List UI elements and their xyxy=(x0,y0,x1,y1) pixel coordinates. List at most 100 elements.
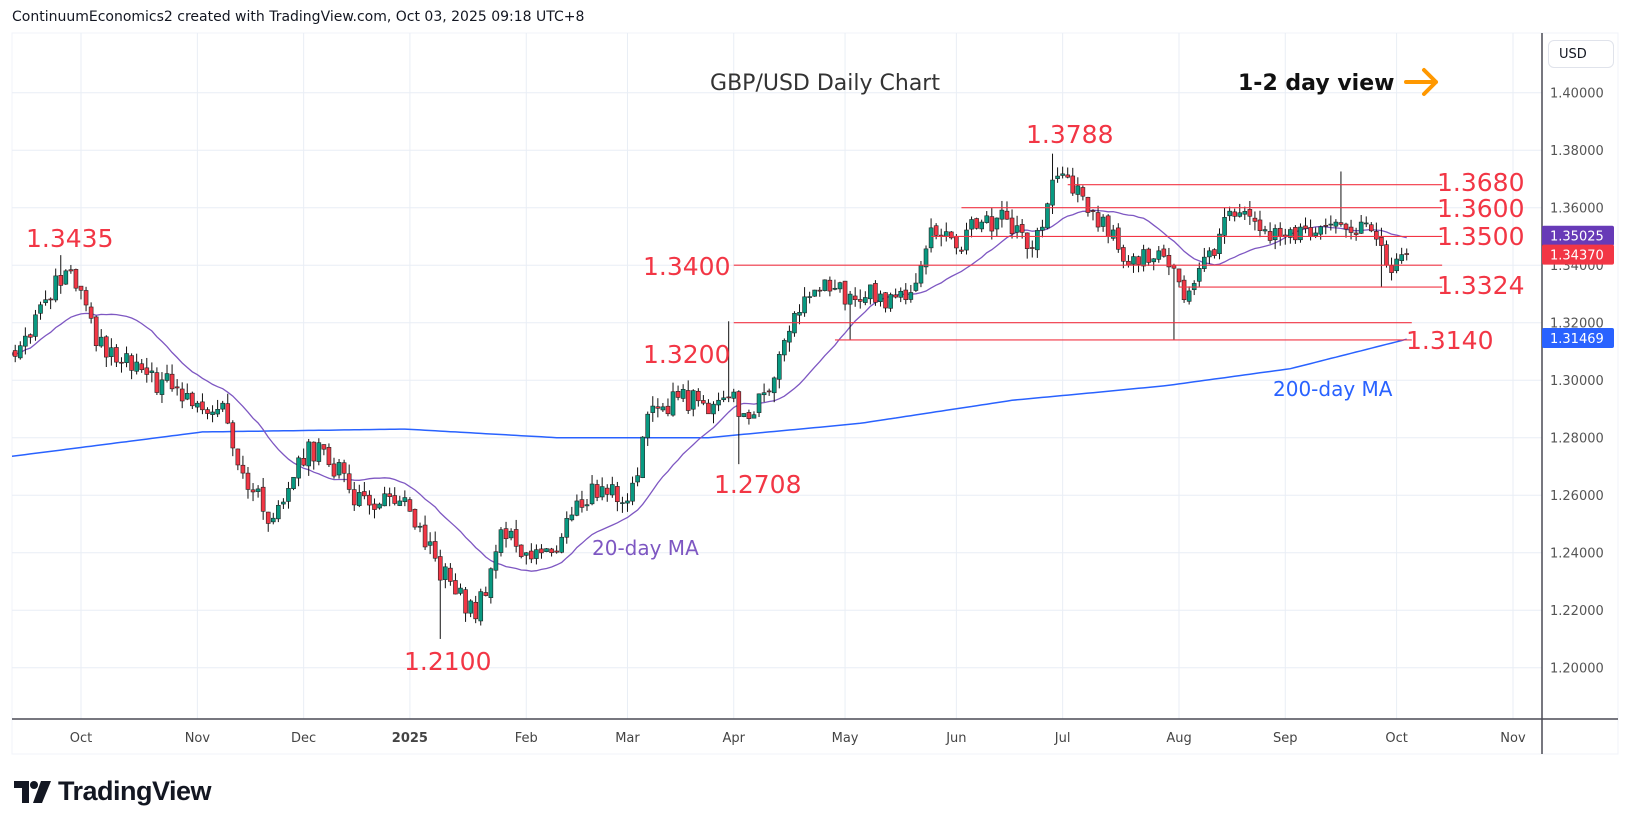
price-badge-bg xyxy=(1542,244,1614,265)
x-tick-label: Aug xyxy=(1166,731,1191,746)
candle-body xyxy=(857,299,863,302)
candle-body xyxy=(412,508,418,528)
candle-body xyxy=(655,406,661,409)
candle-body xyxy=(969,219,974,230)
candle-body xyxy=(270,517,276,523)
candle xyxy=(169,364,175,392)
candle xyxy=(549,547,554,557)
candle xyxy=(964,222,969,255)
candle-body xyxy=(670,391,676,416)
candle xyxy=(240,455,246,479)
candle-body xyxy=(1151,258,1157,263)
candle xyxy=(959,246,964,254)
candle xyxy=(645,411,651,446)
candle-body xyxy=(1060,173,1065,176)
candle-body xyxy=(0,355,2,359)
candle-body xyxy=(1298,226,1303,241)
candle xyxy=(58,255,64,294)
candle-body xyxy=(943,231,949,237)
candle-body xyxy=(154,372,160,393)
candle xyxy=(336,458,342,479)
candle-body xyxy=(1338,222,1344,225)
candle xyxy=(260,477,266,520)
candle-body xyxy=(706,402,711,415)
candle xyxy=(1252,211,1258,231)
candle xyxy=(716,392,721,412)
candle-body xyxy=(701,400,706,404)
candle-body xyxy=(984,215,990,223)
candle xyxy=(200,393,205,415)
candle-body xyxy=(341,462,347,474)
candle-body xyxy=(807,296,812,298)
candle-body xyxy=(93,316,99,347)
candle xyxy=(893,288,898,299)
candle-body xyxy=(1212,249,1217,256)
candle xyxy=(1338,171,1344,227)
candle xyxy=(1202,247,1207,272)
candle xyxy=(812,289,818,297)
candle xyxy=(321,444,327,456)
plot-area xyxy=(0,153,1443,639)
candle-body xyxy=(483,592,489,596)
candle xyxy=(1358,215,1364,234)
candle-body xyxy=(756,393,762,413)
candle xyxy=(1207,247,1212,264)
candle xyxy=(367,490,372,515)
candle xyxy=(1196,262,1202,287)
candle xyxy=(184,383,190,401)
x-tick-label: Nov xyxy=(1500,731,1526,746)
candle xyxy=(245,467,251,499)
candle xyxy=(822,279,828,292)
candle-body xyxy=(959,249,964,252)
candle xyxy=(382,486,387,507)
candle xyxy=(1399,247,1404,264)
candle xyxy=(1333,219,1339,234)
candle-body xyxy=(1252,217,1258,222)
candle-body xyxy=(949,231,954,239)
candle xyxy=(443,563,448,589)
candle xyxy=(1212,248,1217,259)
candle xyxy=(994,217,1000,237)
candle xyxy=(1323,218,1329,235)
candle-body xyxy=(508,530,514,539)
candle xyxy=(751,411,757,419)
candle-body xyxy=(468,600,473,614)
candle xyxy=(706,399,711,415)
candle xyxy=(1374,222,1379,246)
candle-body xyxy=(1014,225,1020,233)
candle xyxy=(346,464,352,494)
candle xyxy=(78,285,84,300)
candle-body xyxy=(726,396,731,399)
candle xyxy=(276,500,281,523)
candle xyxy=(589,475,595,506)
candle-body xyxy=(529,550,534,560)
candle xyxy=(215,399,220,418)
candle-body xyxy=(139,363,145,371)
candle xyxy=(1019,219,1025,239)
candle-body xyxy=(387,493,392,497)
candle xyxy=(493,544,499,579)
candle xyxy=(220,400,225,413)
candle-body xyxy=(1343,223,1349,230)
x-tick-label: Jul xyxy=(1054,731,1071,746)
candle-body xyxy=(240,464,246,474)
candle xyxy=(999,200,1005,228)
currency-selector[interactable]: USD xyxy=(1548,40,1614,68)
candle xyxy=(164,364,170,383)
candle-body xyxy=(326,446,332,466)
annotation-high-1.3435: 1.3435 xyxy=(26,224,113,253)
level-label-1.3324: 1.3324 xyxy=(1437,271,1524,300)
candle xyxy=(1384,240,1389,268)
candle xyxy=(574,494,580,517)
candle xyxy=(989,208,995,240)
candle-body xyxy=(1358,221,1364,234)
candle xyxy=(1075,177,1081,203)
candle xyxy=(12,351,13,356)
candle xyxy=(83,286,89,312)
candle-body xyxy=(771,377,777,394)
candle xyxy=(43,290,48,306)
candle xyxy=(1288,227,1293,244)
x-tick-label: Nov xyxy=(185,731,211,746)
candle-body xyxy=(1116,227,1121,250)
